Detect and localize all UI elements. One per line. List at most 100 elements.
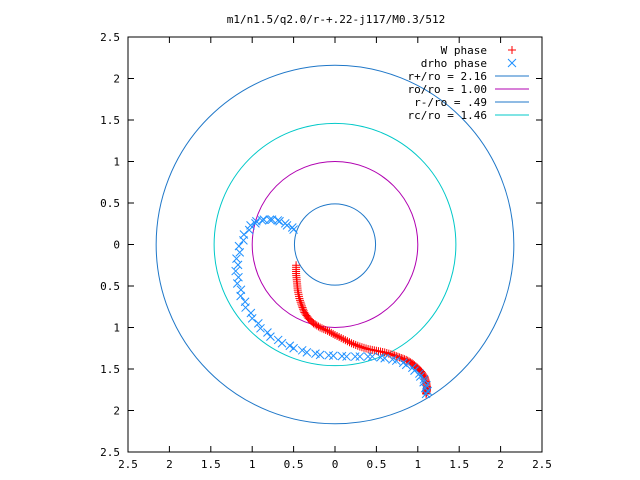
- drho-phase-point: [363, 352, 373, 361]
- y-tick-label: 2: [113, 405, 120, 418]
- drho-phase-point: [246, 308, 256, 318]
- circles-layer: [155, 64, 515, 425]
- w-phase-point: [339, 335, 348, 344]
- w-phase-point: [353, 341, 362, 350]
- chart-title: m1/n1.5/q2.0/r-+.22-j117/M0.3/512: [227, 13, 446, 26]
- legend-label: rc/ro = 1.46: [408, 109, 487, 122]
- w-phase-point: [341, 336, 350, 345]
- axis-ticks: 2.5 2 1.5 1 0.5 0 0.5 1 1.5 2 2.52.521.510.500.511…: [100, 31, 552, 471]
- drho-phase-point: [232, 279, 242, 288]
- x-tick-label: 2.5: [532, 458, 552, 471]
- drho-phase-point: [265, 215, 275, 224]
- drho-phase-point: [233, 260, 243, 270]
- drho-phase-point: [253, 318, 263, 328]
- drho-phase-point: [259, 215, 269, 224]
- w-phase-point: [316, 323, 325, 332]
- drho-phase-point: [239, 235, 248, 245]
- w-phase-point: [335, 333, 344, 342]
- drho-phase-point: [256, 323, 265, 333]
- x-tick-label: 0: [332, 458, 339, 471]
- x-tick-label: 1: [249, 458, 256, 471]
- drho-phase-point: [302, 348, 312, 357]
- drho-phase-point: [235, 248, 245, 257]
- legend-label: r+/ro = 2.16: [408, 70, 487, 83]
- drho-phase-point: [231, 266, 240, 276]
- drho-phase-point: [247, 314, 257, 323]
- drho-phase-point: [285, 341, 295, 351]
- points-layer: [231, 215, 433, 399]
- y-tick-label: 2.5: [100, 31, 120, 44]
- drho-phase-point: [289, 343, 298, 353]
- w-phase-point: [297, 300, 306, 309]
- w-phase-point: [296, 298, 305, 307]
- y-tick-label: 0.5: [100, 197, 120, 210]
- x-tick-label: 0.5: [366, 458, 386, 471]
- drho-phase-point: [263, 328, 272, 337]
- circle-series: [251, 161, 419, 328]
- w-phase-point: [343, 337, 352, 346]
- x-tick-label: 1.5: [201, 458, 221, 471]
- w-phase-point: [390, 351, 399, 360]
- drho-phase-point: [280, 218, 290, 228]
- w-phase-point: [337, 334, 346, 343]
- drho-phase-point: [328, 351, 338, 361]
- w-phase-point: [323, 326, 332, 335]
- x-tick-label: 0.5: [284, 458, 304, 471]
- w-phase-point: [321, 325, 330, 334]
- legend-label: W phase: [441, 44, 487, 57]
- w-phase-point: [297, 301, 306, 310]
- circle-series: [213, 122, 457, 367]
- w-phase-point: [347, 339, 356, 348]
- w-phase-point: [317, 324, 326, 333]
- drho-phase-point: [266, 332, 275, 341]
- x-tick-label: 2.5: [118, 458, 138, 471]
- legend-label: ro/ro = 1.00: [408, 83, 487, 96]
- w-phase-point: [298, 303, 307, 312]
- circle-series: [155, 64, 515, 425]
- w-phase-point: [331, 330, 339, 339]
- w-phase-point: [314, 322, 323, 331]
- drho-phase-point: [315, 350, 325, 360]
- w-phase-point: [351, 340, 360, 349]
- legend-marker: [508, 46, 516, 54]
- drho-phase-point: [415, 369, 424, 378]
- drho-phase-point: [297, 345, 307, 355]
- drho-phase-point: [342, 352, 351, 361]
- y-tick-label: 2: [113, 73, 120, 86]
- legend-label: r-/ro = .49: [414, 96, 487, 109]
- x-tick-label: 2: [166, 458, 173, 471]
- circle-series: [293, 203, 377, 286]
- drho-phase-point: [415, 372, 425, 381]
- w-phase-point: [327, 328, 336, 337]
- y-tick-label: 1: [113, 156, 120, 169]
- w-phase-point: [312, 321, 321, 330]
- legend-marker: [507, 58, 517, 68]
- drho-phase-point: [355, 352, 365, 361]
- drho-phase-point: [277, 338, 287, 348]
- y-tick-label: 1.5: [100, 114, 120, 127]
- drho-phase-point: [251, 216, 261, 226]
- drho-phase-point: [380, 353, 390, 363]
- w-phase-point: [357, 343, 366, 352]
- w-phase-point: [325, 327, 334, 336]
- drho-phase-point: [419, 375, 429, 384]
- drho-phase-point: [289, 225, 298, 234]
- w-phase-point: [362, 344, 371, 353]
- y-tick-label: 2.5: [100, 446, 120, 459]
- drho-phase-point: [421, 389, 431, 399]
- drho-phase-point: [401, 360, 411, 370]
- w-phase-point: [295, 294, 304, 303]
- w-phase-point: [333, 332, 342, 341]
- w-phase-point: [311, 320, 320, 329]
- drho-phase-point: [422, 380, 431, 390]
- w-phase-point: [349, 340, 358, 349]
- w-phase-point: [355, 342, 364, 351]
- drho-phase-point: [236, 291, 245, 301]
- w-phase-point: [309, 319, 318, 328]
- drho-phase-point: [367, 352, 377, 361]
- drho-phase-point: [244, 225, 254, 235]
- w-phase-point: [296, 296, 305, 305]
- y-tick-label: 0.5: [100, 280, 120, 293]
- x-tick-label: 1: [414, 458, 421, 471]
